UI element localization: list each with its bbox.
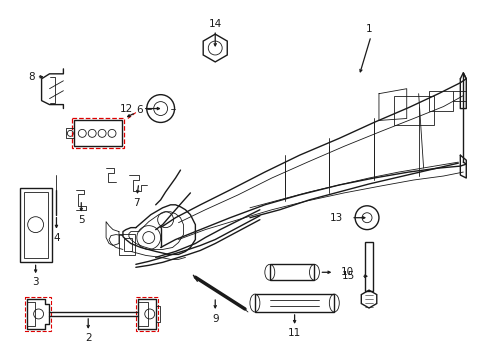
- Bar: [365, 242, 372, 291]
- Text: 15: 15: [341, 271, 354, 281]
- Bar: [427, 91, 452, 111]
- Bar: [123, 238, 132, 251]
- Text: 10: 10: [340, 267, 353, 277]
- Bar: [136, 297, 157, 331]
- Bar: [119, 234, 135, 255]
- Text: 7: 7: [133, 198, 140, 208]
- Bar: [74, 121, 122, 146]
- Text: 12: 12: [120, 104, 133, 113]
- Text: 8: 8: [28, 72, 35, 82]
- Text: 11: 11: [287, 328, 301, 338]
- Text: 5: 5: [78, 215, 84, 225]
- Text: 14: 14: [208, 19, 222, 29]
- Bar: [393, 96, 433, 125]
- Bar: [20, 188, 51, 262]
- Text: 3: 3: [32, 277, 39, 287]
- Bar: [72, 118, 123, 148]
- Text: 9: 9: [211, 314, 218, 324]
- Text: 6: 6: [136, 104, 143, 114]
- Text: 1: 1: [365, 24, 371, 34]
- Text: 4: 4: [53, 233, 60, 243]
- Bar: [25, 297, 50, 331]
- Text: 2: 2: [85, 333, 91, 343]
- Bar: [24, 192, 47, 258]
- Text: 13: 13: [329, 213, 343, 223]
- Bar: [269, 264, 314, 280]
- Bar: [254, 294, 334, 312]
